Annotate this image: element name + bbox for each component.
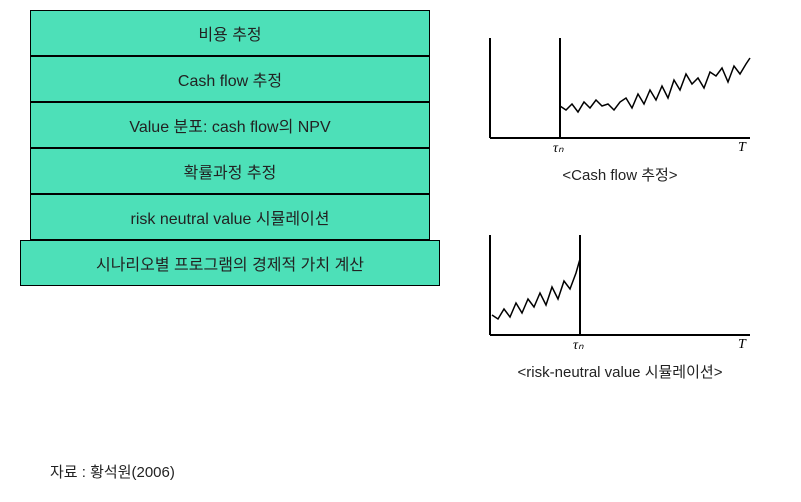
- flow-box-2: Cash flow 추정: [30, 56, 430, 102]
- tau-label-1: τₙ: [553, 140, 564, 157]
- chart-riskneutral: τₙ T <risk-neutral value 시뮬레이션>: [480, 225, 760, 382]
- tau-label-2: τₙ: [573, 337, 584, 354]
- flow-box-5: risk neutral value 시뮬레이션: [30, 194, 430, 240]
- charts-column: τₙ T <Cash flow 추정> τₙ T <risk-neutral v…: [440, 10, 780, 382]
- source-text: 자료 : 황석원(2006): [50, 461, 175, 482]
- riskneutral-chart-svg: [480, 225, 760, 355]
- cashflow-chart-svg: [480, 28, 760, 158]
- flow-box-1: 비용 추정: [30, 10, 430, 56]
- flowchart: 비용 추정 Cash flow 추정 Value 분포: cash flow의 …: [20, 10, 440, 382]
- chart1-caption: <Cash flow 추정>: [562, 164, 677, 185]
- chart-cashflow: τₙ T <Cash flow 추정>: [480, 28, 760, 185]
- t-label-2: T: [738, 337, 746, 353]
- flow-box-6: 시나리오별 프로그램의 경제적 가치 계산: [20, 240, 440, 286]
- t-label-1: T: [738, 140, 746, 156]
- flow-box-3: Value 분포: cash flow의 NPV: [30, 102, 430, 148]
- chart2-caption: <risk-neutral value 시뮬레이션>: [518, 361, 723, 382]
- flow-box-4: 확률과정 추정: [30, 148, 430, 194]
